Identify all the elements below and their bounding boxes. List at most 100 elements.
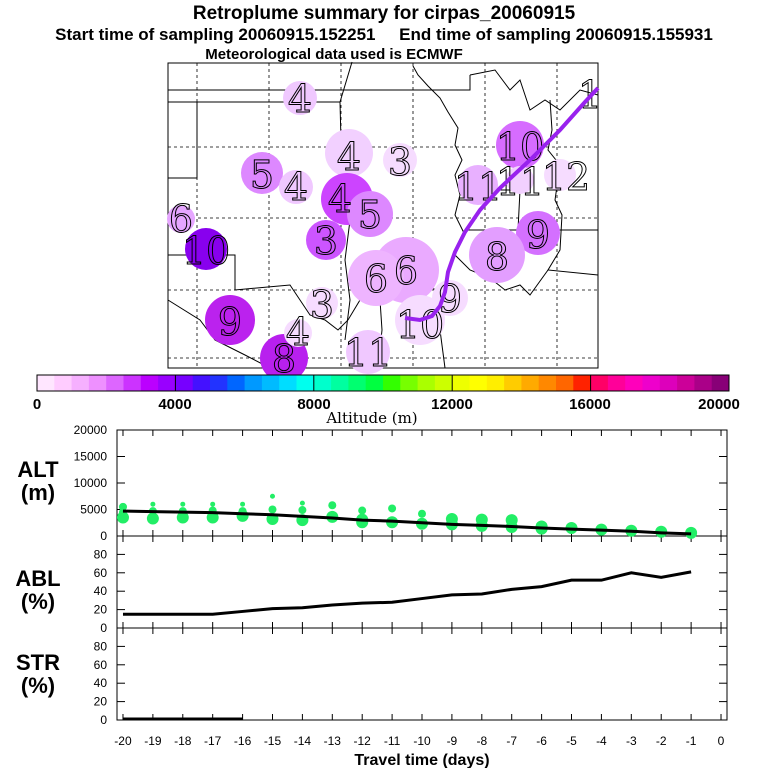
x-tick-label: -7	[506, 734, 517, 748]
day-label: 4	[284, 165, 308, 209]
colorbar-tick: 4000	[158, 396, 191, 413]
y-tick-label: 15000	[74, 450, 108, 464]
day-label: 4	[328, 177, 352, 221]
colorbar-cell	[37, 375, 55, 391]
plume-circle	[306, 220, 346, 260]
colorbar-cell	[659, 375, 678, 391]
alt-particle-point	[210, 501, 216, 507]
colorbar-cell	[192, 375, 211, 391]
colorbar-cell	[261, 375, 280, 391]
plume-circle	[284, 319, 312, 347]
x-tick-label: -2	[656, 734, 667, 748]
y-axes: 0 5000 10000 15000 20000 0 20 40 60 80 0 20 40 60 80	[74, 423, 727, 727]
colorbar-tick: 8000	[297, 396, 330, 413]
colorbar-cell	[642, 375, 661, 391]
x-tick-label: 0	[718, 734, 725, 748]
x-tick-label: -5	[566, 734, 577, 748]
day-label: 6	[364, 257, 388, 301]
met-data-note: Meteorological data used is ECMWF	[205, 46, 463, 63]
day-label: 5	[358, 193, 382, 237]
colorbar-cell	[227, 375, 246, 391]
plume-circle	[306, 287, 338, 319]
x-tick-label: -13	[324, 734, 342, 748]
day-label: 6	[169, 197, 193, 241]
colorbar-cell	[677, 375, 695, 391]
colorbar-cell	[210, 375, 228, 391]
alt-unit: (m)	[21, 480, 55, 505]
plume-circle	[185, 228, 227, 270]
plume-circle	[325, 129, 373, 177]
x-tick-label: -10	[413, 734, 431, 748]
plume-circle	[241, 152, 283, 194]
colorbar-tick: 12000	[431, 396, 473, 413]
colorbar-cell	[296, 375, 315, 391]
map-panel: 4 4 3 5 4 6 10 4 5 3 6 6 10 11 9 8 12 11…	[167, 61, 603, 382]
y-tick-label: 60	[94, 658, 108, 672]
x-tick-label: -1	[686, 734, 697, 748]
alt-particle-point	[358, 506, 367, 515]
y-tick-label: 0	[100, 529, 107, 543]
plume-circle	[544, 159, 576, 191]
plume-circle	[469, 227, 525, 283]
chart-title: Retroplume summary for cirpas_20060915	[192, 3, 576, 24]
y-tick-label: 20000	[74, 423, 108, 437]
day-label: 4	[288, 77, 312, 121]
altitude-colorbar: 0 4000 8000 12000 16000 20000 Altitude (…	[33, 374, 740, 427]
colorbar-cells	[37, 375, 730, 391]
colorbar-cell	[313, 375, 332, 391]
x-tick-label: -11	[384, 734, 401, 748]
colorbar-tick: 0	[33, 396, 41, 413]
y-tick-label: 40	[94, 676, 108, 690]
colorbar-cell	[556, 375, 574, 391]
abl-label: ABL	[15, 566, 60, 591]
x-tick-label: -15	[264, 734, 282, 748]
day-label: 10	[182, 229, 230, 273]
colorbar-cell	[175, 375, 194, 391]
x-tick-label: -3	[626, 734, 637, 748]
colorbar-tick: 16000	[569, 396, 611, 413]
time-series-panels: ALT (m) ABL (%) STR (%) 0 5000 10000 15000 2…	[15, 423, 728, 768]
colorbar-cell	[434, 375, 453, 391]
colorbar-cell	[54, 375, 73, 391]
plume-circle	[283, 81, 317, 115]
plume-circle	[167, 205, 195, 233]
day-label: 6	[394, 249, 418, 293]
plume-circle	[346, 330, 390, 374]
day-label: 4	[286, 310, 310, 354]
day-label: 12	[542, 155, 590, 199]
alt-particle-point	[299, 500, 305, 506]
alt-particle-point	[418, 509, 426, 518]
colorbar-cell	[590, 375, 609, 391]
colorbar-cell	[452, 375, 470, 391]
x-tick-label: -12	[354, 734, 372, 748]
x-tick-label: -4	[596, 734, 607, 748]
plume-day-labels: 4 4 3 5 4 6 10 4 5 3 6 6 10 11 9 8 12 11…	[168, 73, 602, 382]
day-label: 9	[218, 300, 242, 344]
colorbar-cell	[106, 375, 124, 391]
str-unit: (%)	[21, 673, 55, 698]
colorbar-cell	[365, 375, 384, 391]
colorbar-cell	[71, 375, 90, 391]
colorbar-cell	[469, 375, 488, 391]
colorbar-label: Altitude (m)	[325, 409, 417, 427]
x-axis: -20 -19 -18 -17 -16 -15 -14 -13 -12 -11 -10 -9 -8 -7-…	[114, 734, 724, 748]
colorbar-cell	[607, 375, 626, 391]
colorbar-cell	[694, 375, 713, 391]
colorbar-cell	[123, 375, 142, 391]
alt-particle-point	[240, 501, 246, 507]
alt-particle-point	[206, 511, 219, 524]
alt-particle-point	[388, 504, 397, 513]
x-tick-label: -16	[234, 734, 252, 748]
colorbar-cell	[331, 375, 349, 391]
alt-particle-points	[116, 493, 698, 539]
y-tick-label: 60	[94, 566, 108, 580]
colorbar-frame	[36, 374, 730, 392]
alt-particle-point	[356, 516, 369, 529]
day-label: 10	[496, 125, 544, 169]
plume-circle	[458, 165, 498, 205]
sampling-times: Start time of sampling 20060915.152251 E…	[0, 25, 768, 45]
colorbar-cell	[538, 375, 557, 391]
colorbar-cell	[521, 375, 540, 391]
x-tick-label: -17	[204, 734, 222, 748]
alt-particle-point	[146, 512, 159, 525]
